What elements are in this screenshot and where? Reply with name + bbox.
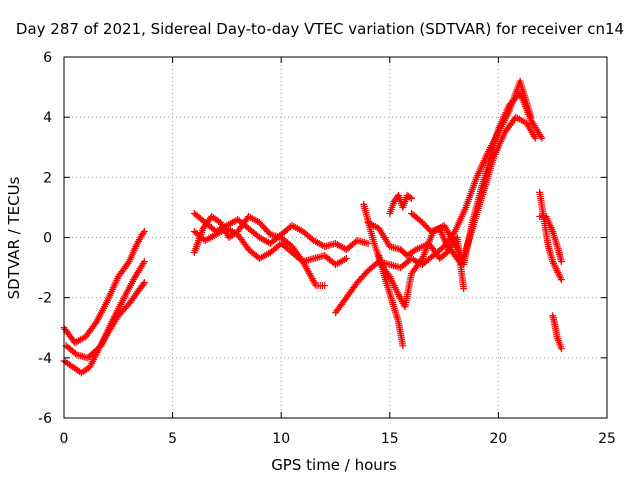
data-point xyxy=(399,342,407,350)
x-tick-label: 0 xyxy=(60,431,69,447)
series-track-i xyxy=(364,113,539,269)
y-tick-label: -2 xyxy=(38,291,52,307)
x-tick-label: 10 xyxy=(272,431,290,447)
data-point xyxy=(557,276,565,284)
y-tick-label: 0 xyxy=(43,231,52,247)
y-tick-label: 4 xyxy=(43,110,52,126)
series-track-f xyxy=(190,212,329,290)
x-tick-label: 25 xyxy=(598,431,616,447)
series-track-c xyxy=(62,258,148,362)
data-point xyxy=(342,255,350,263)
data-point xyxy=(139,280,147,288)
chart-title: Day 287 of 2021, Sidereal Day-to-day VTE… xyxy=(16,20,624,38)
data-point xyxy=(557,345,565,353)
data-point xyxy=(124,259,132,267)
series-track-m xyxy=(536,188,565,284)
data-point xyxy=(364,240,372,248)
x-tick-label: 20 xyxy=(489,431,507,447)
y-tick-label: 2 xyxy=(43,170,52,186)
data-point xyxy=(385,271,393,279)
series-track-l xyxy=(408,209,468,293)
data-point xyxy=(531,134,539,142)
data-point xyxy=(140,258,148,266)
axis-ticks: 0 5 10 15 20 25 -6 -4 -2 0 2 4 6 xyxy=(38,50,616,447)
series-track-n xyxy=(536,212,565,266)
data-point xyxy=(460,285,468,293)
data-point xyxy=(557,258,565,266)
data-point xyxy=(406,193,414,201)
series-track-o xyxy=(549,312,565,353)
series-track-j xyxy=(375,252,407,350)
data-point xyxy=(417,256,425,264)
data-points xyxy=(60,77,565,377)
y-tick-label: 6 xyxy=(43,50,52,66)
series-track-a xyxy=(60,227,148,347)
data-point xyxy=(311,280,319,288)
data-point xyxy=(140,227,148,235)
y-tick-label: -6 xyxy=(38,411,52,427)
data-point xyxy=(321,282,329,290)
data-point xyxy=(140,279,148,287)
data-point xyxy=(139,229,147,237)
x-tick-label: 5 xyxy=(168,431,177,447)
x-tick-label: 15 xyxy=(381,431,399,447)
y-axis-label: SDTVAR / TECUs xyxy=(5,176,23,299)
x-axis-label: GPS time / hours xyxy=(271,456,397,474)
series-track-e xyxy=(190,224,350,269)
data-point xyxy=(538,134,546,142)
data-point xyxy=(408,194,416,202)
data-point xyxy=(91,319,99,327)
y-tick-label: -4 xyxy=(38,351,52,367)
series-track-k xyxy=(386,191,416,217)
